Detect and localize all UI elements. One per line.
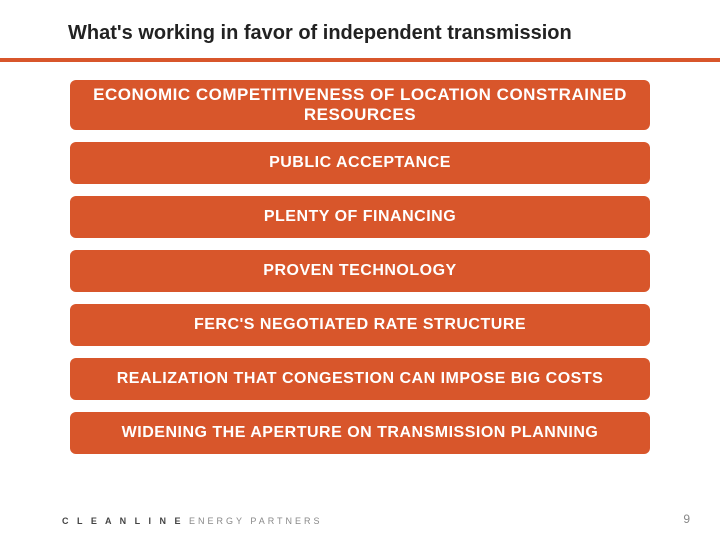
footer-brand: C L E A N L I N E ENERGY PARTNERS [62, 516, 323, 526]
bar-item: PUBLIC ACCEPTANCE [70, 142, 650, 184]
slide: What's working in favor of independent t… [0, 0, 720, 540]
bar-item: PLENTY OF FINANCING [70, 196, 650, 238]
bar-item: WIDENING THE APERTURE ON TRANSMISSION PL… [70, 412, 650, 454]
bar-label: FERC'S NEGOTIATED RATE STRUCTURE [194, 316, 526, 334]
footer-brand-part1: C L E A N L I N E [62, 516, 184, 526]
title-rule [0, 58, 720, 62]
bar-label: WIDENING THE APERTURE ON TRANSMISSION PL… [122, 424, 599, 442]
bar-label: PUBLIC ACCEPTANCE [269, 154, 451, 172]
bar-item: REALIZATION THAT CONGESTION CAN IMPOSE B… [70, 358, 650, 400]
page-number: 9 [683, 512, 690, 526]
bar-item: FERC'S NEGOTIATED RATE STRUCTURE [70, 304, 650, 346]
bar-label: PROVEN TECHNOLOGY [263, 262, 456, 280]
bar-item: ECONOMIC COMPETITIVENESS OF LOCATION CON… [70, 80, 650, 130]
bar-list: ECONOMIC COMPETITIVENESS OF LOCATION CON… [70, 80, 650, 466]
bar-label: ECONOMIC COMPETITIVENESS OF LOCATION CON… [80, 85, 640, 126]
bar-label: PLENTY OF FINANCING [264, 208, 456, 226]
bar-label: REALIZATION THAT CONGESTION CAN IMPOSE B… [117, 370, 604, 388]
bar-item: PROVEN TECHNOLOGY [70, 250, 650, 292]
slide-title: What's working in favor of independent t… [68, 22, 572, 45]
footer-brand-part2: ENERGY PARTNERS [184, 516, 323, 526]
